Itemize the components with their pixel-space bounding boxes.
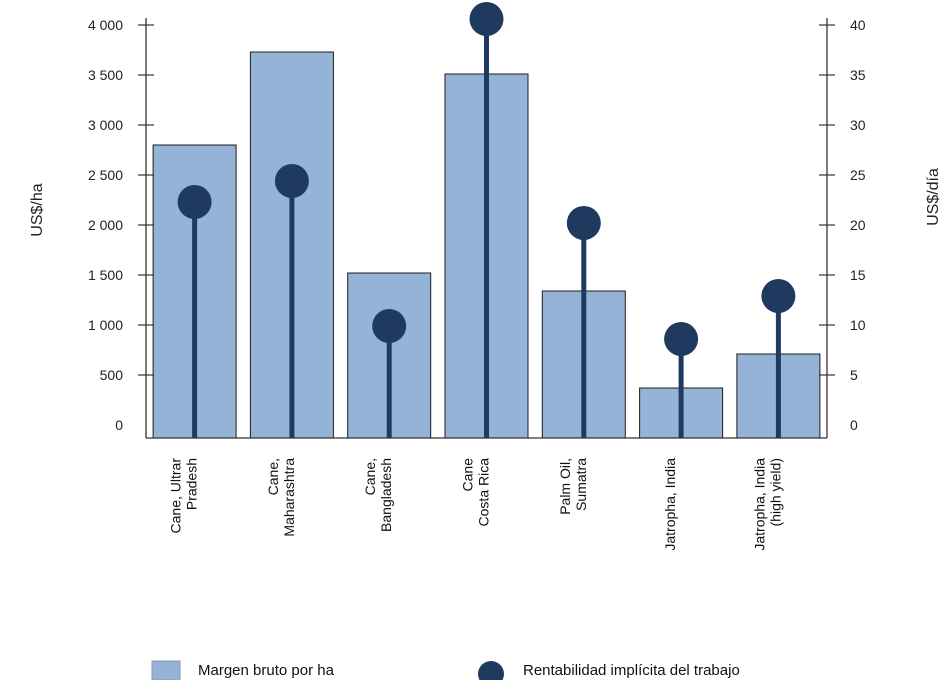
- left-tick-label: 500: [100, 367, 124, 383]
- lollipop-dot: [761, 279, 796, 313]
- left-tick-label: 4 000: [88, 17, 123, 33]
- category-label: CaneCosta Rica: [460, 458, 492, 527]
- lollipop-dot: [372, 309, 407, 343]
- category-label: Cane,Bangladesh: [362, 458, 394, 532]
- category-labels-layer: Cane, UltrarPradesh Cane,Maharashtra Cane,…: [168, 458, 784, 551]
- legend-dot-marker: [478, 661, 504, 680]
- left-axis-label: US$/ha: [29, 183, 46, 236]
- right-tick-label: 35: [850, 67, 866, 83]
- legend-bar-swatch: [151, 660, 181, 680]
- ticks-layer: 0 500 1 000 1 500 2 000 2 500 3 000 3 500 4 000 0…: [88, 17, 866, 433]
- lollipop-dot: [469, 2, 504, 36]
- lollipop-dot: [177, 185, 212, 219]
- left-tick-label: 3 000: [88, 117, 123, 133]
- left-tick-label: 2 500: [88, 167, 123, 183]
- legend-bar-label: Margen bruto por ha: [198, 662, 335, 679]
- left-tick-label: 3 500: [88, 67, 123, 83]
- right-tick-label: 15: [850, 267, 866, 283]
- lollipop-dot: [274, 164, 309, 198]
- right-tick-label: 0: [850, 417, 858, 433]
- left-tick-label: 2 000: [88, 217, 123, 233]
- right-tick-label: 20: [850, 217, 866, 233]
- right-axis-label: US$/día: [925, 168, 942, 226]
- category-label: Jatropha, India(high yield): [751, 458, 783, 551]
- lollipop-dot: [664, 322, 699, 356]
- category-label: Cane, UltrarPradesh: [168, 458, 200, 534]
- lollipop-dot: [566, 206, 601, 240]
- legend: Margen bruto por ha Rentabilidad implíci…: [151, 660, 740, 680]
- lollipops-layer: [177, 2, 796, 438]
- left-tick-label: 1 500: [88, 267, 123, 283]
- legend-dot-label: Rentabilidad implícita del trabajo: [523, 662, 740, 679]
- category-label: Jatropha, India: [662, 458, 678, 551]
- right-tick-label: 25: [850, 167, 866, 183]
- left-tick-label: 0: [115, 417, 123, 433]
- category-label: Cane,Maharashtra: [265, 458, 297, 537]
- left-tick-label: 1 000: [88, 317, 123, 333]
- right-tick-label: 40: [850, 17, 866, 33]
- right-tick-label: 30: [850, 117, 866, 133]
- right-tick-label: 10: [850, 317, 866, 333]
- right-tick-label: 5: [850, 367, 858, 383]
- category-label: Palm Oil,Sumatra: [557, 458, 589, 515]
